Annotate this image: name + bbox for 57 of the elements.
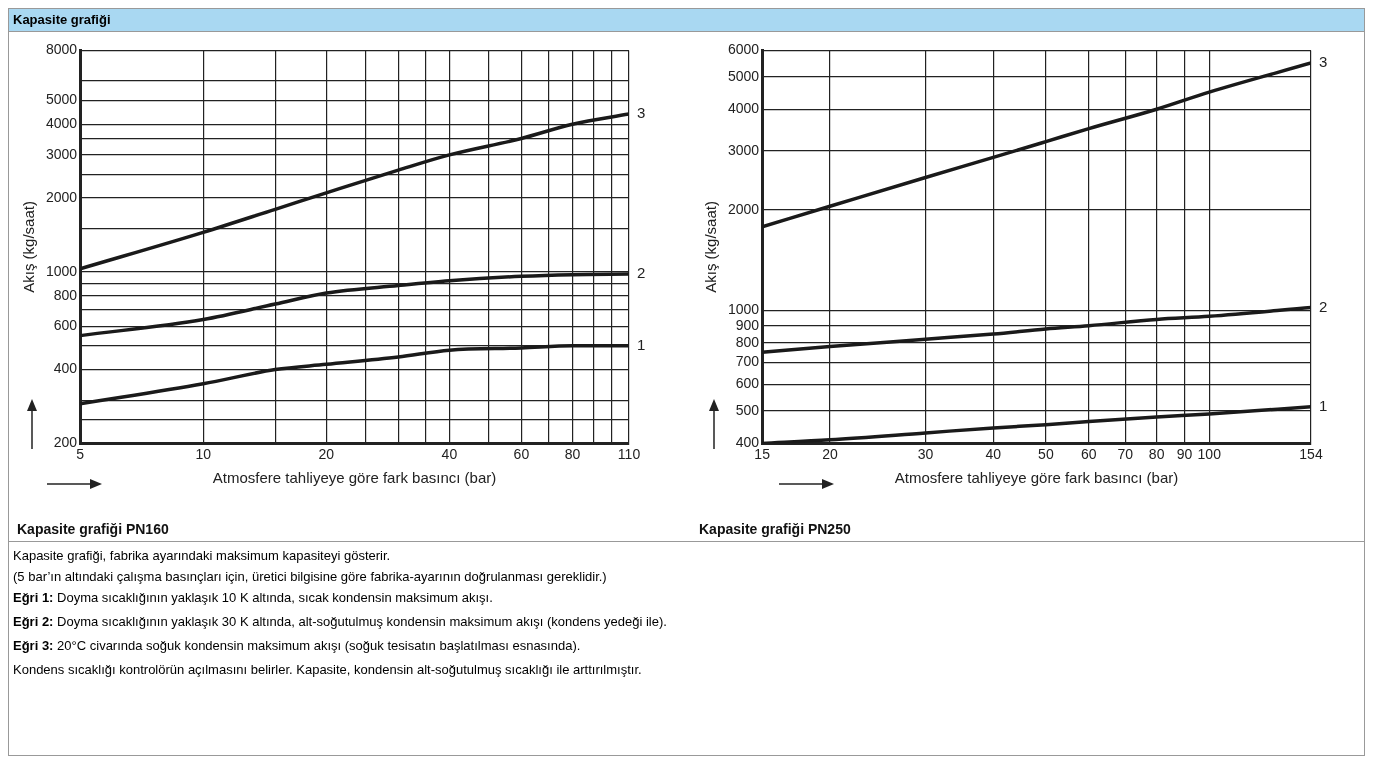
text: Kapasite grafiği PN160 (17, 521, 169, 538)
x-tick-label: 20 (822, 445, 838, 462)
y-tick-label: 5000 (45, 91, 78, 108)
text: Kondens sıcaklığı kontrolörün açılmasını belirler. Kapasite, kondensin alt-soğutulmuş sıcaklığı ile arttırılmıştır. (13, 662, 642, 677)
y-tick-label: 8000 (45, 41, 78, 58)
y-tick-label: 3000 (727, 141, 760, 158)
y-tick-label: 800 (735, 333, 760, 350)
y-tick-label: 6000 (727, 41, 760, 58)
x-tick-label: 5 (76, 445, 85, 462)
y-tick-label: 2000 (45, 188, 78, 205)
y-tick-label: 4000 (727, 100, 760, 117)
series-label: 2 (637, 264, 646, 282)
x-tick-label: 90 (1176, 445, 1193, 462)
x-tick-label: 60 (513, 445, 530, 462)
x-tick-label: 70 (1117, 445, 1134, 462)
series-label: 2 (1319, 297, 1328, 315)
x-tick-label: 100 (1197, 445, 1222, 462)
y-tick-label: 1000 (727, 301, 760, 318)
x-tick-label: 154 (1299, 445, 1323, 462)
x-tick-label: 60 (1081, 445, 1097, 462)
text: (5 bar’ın altındaki çalışma basınçları için, üretici bilgisine göre fabrika-ayarının doğrulanması gereklidir.) (13, 569, 607, 584)
x-axis-title: Atmosfere tahliyeye göre fark basıncı (bar) (212, 469, 497, 487)
y-axis-title: Akış (kg/saat) (702, 201, 720, 293)
text: Eğri 2: Doyma sıcaklığının yaklaşık 30 K altında, alt-soğutulmuş kondensin maksimum akışı (kondens yedeği ile). (13, 614, 667, 629)
x-tick-label: 20 (318, 445, 335, 462)
y-tick-label: 700 (735, 353, 760, 370)
y-tick-label: 2000 (727, 200, 760, 217)
y-tick-label: 4000 (45, 115, 78, 132)
x-tick-label: 40 (441, 445, 458, 462)
text: Eğri 3: 20°C civarında soğuk kondensin maksimum akışı (soğuk tesisatın başlatılması esnasında). (13, 638, 581, 653)
x-tick-label: 80 (564, 445, 581, 462)
x-tick-label: 30 (917, 445, 934, 462)
series-label: 3 (1319, 53, 1328, 71)
y-tick-label: 400 (53, 360, 78, 377)
text: Kapasite grafiği (13, 12, 111, 27)
series-label: 1 (637, 335, 646, 353)
y-tick-label: 5000 (727, 67, 760, 84)
x-tick-label: 80 (1148, 445, 1165, 462)
y-tick-label: 500 (735, 401, 760, 418)
x-axis-title: Atmosfere tahliyeye göre fark basıncı (bar) (894, 469, 1179, 487)
y-axis-title: Akış (kg/saat) (20, 201, 38, 293)
text: Kapasite grafiği, fabrika ayarındaki maksimum kapasiteyi gösterir. (13, 548, 391, 563)
y-tick-label: 800 (53, 286, 78, 303)
x-tick-label: 50 (1038, 445, 1054, 462)
y-tick-label: 3000 (45, 145, 78, 162)
series-label: 3 (637, 104, 646, 122)
x-tick-label: 40 (985, 445, 1002, 462)
text: Kapasite grafiği PN250 (699, 521, 851, 538)
y-tick-label: 600 (53, 317, 78, 334)
y-tick-label: 600 (735, 375, 760, 392)
y-tick-label: 200 (53, 434, 78, 451)
x-tick-label: 10 (195, 445, 212, 462)
text: Eğri 1: Doyma sıcaklığının yaklaşık 10 K altında, sıcak kondensin maksimum akışı. (13, 590, 493, 605)
y-tick-label: 1000 (45, 262, 78, 279)
series-label: 1 (1319, 396, 1328, 414)
x-tick-label: 110 (617, 445, 641, 462)
y-tick-label: 900 (735, 316, 760, 333)
